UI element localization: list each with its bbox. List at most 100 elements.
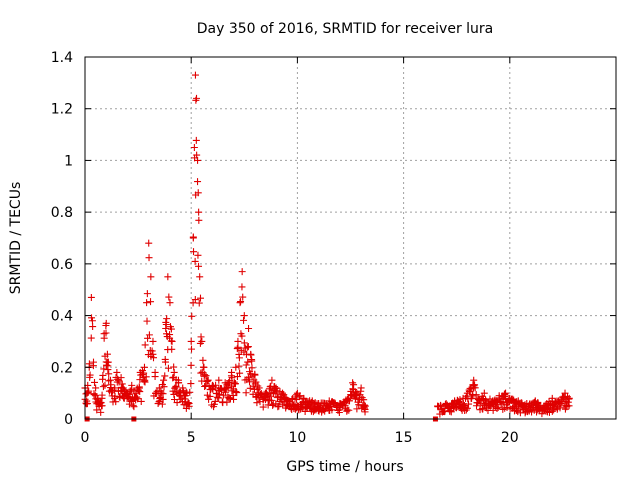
data-point — [193, 151, 201, 159]
data-point — [232, 388, 240, 396]
data-point — [195, 262, 203, 270]
data-point — [150, 354, 158, 362]
data-point — [254, 382, 262, 390]
data-point — [197, 333, 205, 341]
data-point — [160, 383, 168, 391]
data-point — [251, 370, 259, 378]
data-point — [196, 294, 204, 302]
data-point — [164, 364, 172, 372]
x-tick-label: 5 — [187, 430, 196, 446]
data-point — [353, 405, 361, 413]
data-point — [167, 337, 175, 345]
data-point — [191, 71, 199, 79]
data-point — [215, 390, 223, 398]
data-point — [133, 393, 141, 401]
data-point — [224, 383, 232, 391]
data-point — [471, 381, 479, 389]
data-point — [233, 389, 241, 397]
data-point — [129, 401, 137, 409]
data-point — [192, 96, 200, 104]
data-point — [195, 299, 203, 307]
data-point — [112, 398, 120, 406]
data-point — [244, 343, 252, 351]
data-point — [245, 325, 253, 332]
data-point — [230, 395, 238, 403]
data-point — [151, 373, 159, 381]
data-point — [237, 298, 245, 306]
data-point — [197, 369, 205, 377]
data-point — [194, 251, 202, 259]
data-point — [513, 406, 521, 414]
data-point — [184, 399, 192, 407]
x-tick-label: 15 — [395, 430, 413, 446]
data-point — [102, 329, 110, 337]
data-point — [134, 395, 142, 403]
data-point — [85, 360, 93, 368]
data-point — [143, 299, 151, 307]
data-point — [85, 387, 93, 395]
data-point — [489, 406, 497, 414]
data-point — [166, 299, 174, 307]
data-point — [169, 387, 177, 395]
y-tick-label: 0.8 — [51, 205, 73, 221]
data-point — [211, 397, 219, 405]
data-point — [158, 400, 166, 408]
data-point — [494, 403, 502, 411]
data-point — [88, 314, 96, 322]
data-point — [360, 401, 368, 409]
data-point — [148, 347, 156, 355]
data-point — [191, 257, 199, 265]
data-point — [114, 376, 122, 384]
data-point — [194, 178, 202, 186]
plot-frame — [84, 56, 617, 420]
data-point — [92, 384, 100, 392]
data-point — [188, 345, 196, 353]
data-point — [141, 378, 149, 386]
data-point — [447, 408, 455, 416]
data-point — [188, 312, 196, 320]
data-point — [253, 385, 261, 393]
y-tick-label: 0.6 — [51, 257, 73, 273]
data-point — [199, 363, 207, 371]
data-point — [471, 384, 479, 392]
data-point — [349, 379, 357, 387]
data-point — [479, 405, 487, 413]
data-point — [233, 345, 241, 353]
x-axis-label: GPS time / hours — [286, 459, 403, 475]
data-point — [189, 233, 197, 241]
data-point — [202, 372, 210, 380]
data-point — [91, 378, 99, 386]
data-point — [545, 408, 553, 416]
data-point — [107, 381, 115, 389]
data-point — [196, 339, 204, 347]
data-point — [493, 404, 501, 412]
data-point — [99, 383, 107, 391]
data-point — [191, 296, 199, 304]
y-tick-label: 0.2 — [51, 360, 73, 376]
data-point — [204, 376, 212, 384]
x-tick-label: 10 — [288, 430, 306, 446]
data-point — [187, 380, 195, 388]
data-point — [105, 370, 113, 378]
data-point — [234, 337, 242, 345]
data-point — [240, 339, 248, 347]
data-point — [274, 403, 282, 411]
data-point — [276, 387, 284, 395]
data-point — [162, 318, 170, 326]
data-point — [87, 293, 95, 301]
data-point — [147, 298, 155, 306]
data-point — [98, 391, 106, 399]
data-point — [242, 389, 250, 397]
data-point — [144, 334, 152, 342]
data-point — [161, 358, 169, 366]
data-point — [174, 379, 182, 387]
data-point — [147, 273, 155, 281]
data-point — [185, 402, 193, 410]
data-point — [234, 343, 242, 351]
data-point — [269, 401, 277, 409]
data-point — [159, 395, 167, 403]
data-point — [128, 397, 136, 405]
data-point — [244, 343, 252, 351]
data-point — [136, 388, 144, 396]
